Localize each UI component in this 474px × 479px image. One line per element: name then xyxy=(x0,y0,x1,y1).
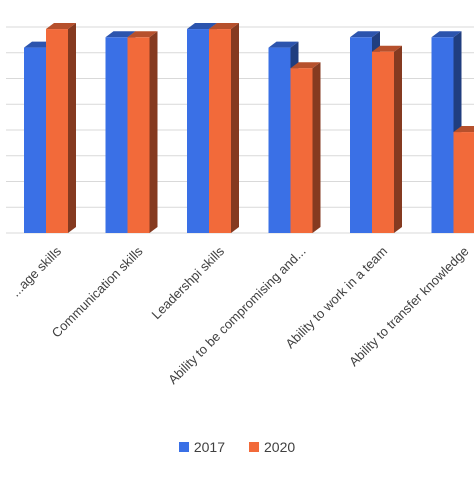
legend: 2017 2020 xyxy=(0,438,474,456)
legend-label-2017: 2017 xyxy=(194,439,225,455)
category-label-2: Leadershpi skills xyxy=(149,243,228,322)
category-label-0: ...age skills xyxy=(8,243,64,299)
bar-2020-3 xyxy=(291,68,313,233)
bar-2020-2 xyxy=(209,29,231,233)
bar-side-2020-4 xyxy=(394,46,402,233)
category-label-1: Communication skills xyxy=(49,243,146,340)
legend-label-2020: 2020 xyxy=(264,439,295,455)
bar-2017-1 xyxy=(106,37,128,233)
legend-swatch-2020 xyxy=(249,442,259,452)
bar-side-2020-1 xyxy=(150,31,158,233)
legend-item-2020: 2020 xyxy=(249,439,295,455)
bar-side-2020-2 xyxy=(231,23,239,233)
bar-2020-0 xyxy=(46,29,68,233)
bar-2020-5 xyxy=(454,132,474,233)
bar-side-2020-0 xyxy=(68,23,76,233)
bar-2017-2 xyxy=(187,29,209,233)
bar-2017-5 xyxy=(432,37,454,233)
bar-side-2020-3 xyxy=(313,62,321,233)
legend-swatch-2017 xyxy=(179,442,189,452)
category-label-3: Ability to be compromising and... xyxy=(165,244,308,387)
bar-2017-4 xyxy=(350,37,372,233)
bar-2020-4 xyxy=(372,52,394,233)
bar-2020-1 xyxy=(128,37,150,233)
bar-2017-3 xyxy=(269,48,291,233)
bar-2017-0 xyxy=(24,48,46,233)
legend-item-2017: 2017 xyxy=(179,439,225,455)
